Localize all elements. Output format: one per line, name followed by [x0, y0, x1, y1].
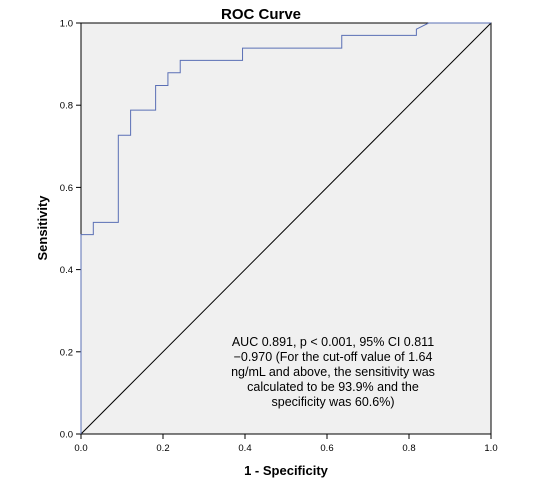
- x-axis-label: 1 - Specificity: [244, 463, 329, 478]
- annotation-line: calculated to be 93.9% and the: [247, 380, 419, 394]
- y-axis-label: Sensitivity: [35, 195, 50, 261]
- y-tick-label: 0.2: [60, 347, 73, 358]
- x-tick-label: 0.8: [402, 443, 415, 454]
- chart-title: ROC Curve: [221, 6, 301, 23]
- series-lines: [80, 22, 492, 435]
- annotation-line: −0.970 (For the cut-off value of 1.64: [234, 350, 433, 364]
- y-tick-label: 0.8: [60, 101, 73, 112]
- x-tick-label: 0.0: [74, 443, 87, 454]
- reference-diagonal-line: [80, 22, 492, 435]
- y-tick-label: 1.0: [60, 19, 73, 30]
- y-tick-label: 0.6: [60, 183, 73, 194]
- annotation-line: specificity was 60.6%): [272, 395, 395, 409]
- annotation-line: ng/mL and above, the sensitivity was: [231, 365, 435, 379]
- annotation-text: AUC 0.891, p < 0.001, 95% CI 0.811 −0.97…: [231, 335, 435, 409]
- y-tick-label: 0.0: [60, 430, 73, 441]
- annotation-line: AUC 0.891, p < 0.001, 95% CI 0.811: [232, 335, 434, 349]
- x-tick-label: 0.6: [320, 443, 333, 454]
- x-tick-label: 1.0: [484, 443, 497, 454]
- roc-curve-line: [80, 22, 491, 434]
- x-tick-label: 0.2: [156, 443, 169, 454]
- x-tick-label: 0.4: [238, 443, 251, 454]
- y-tick-label: 0.4: [60, 265, 73, 276]
- axis-ticks: 0.0 0.2 0.4 0.6 0.8 1.0 0.0 0.2 0.4 0.6 0.8 1.0: [60, 19, 498, 455]
